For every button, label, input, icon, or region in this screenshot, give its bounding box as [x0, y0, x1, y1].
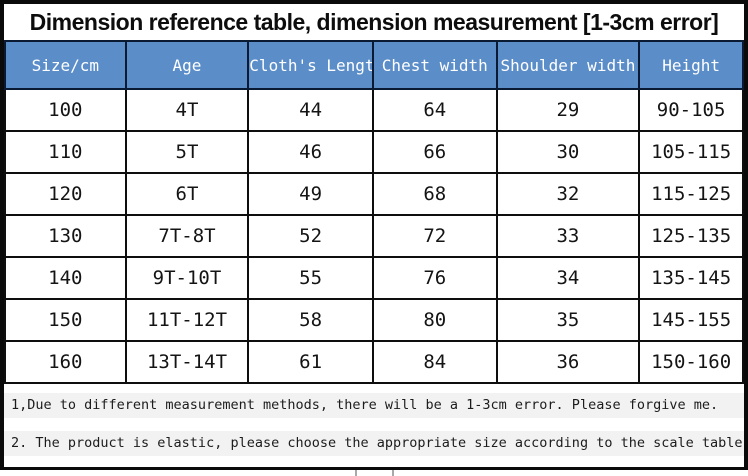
cell-height: 135-145 — [638, 256, 744, 300]
note-elastic-product: 2. The product is elastic, please choose… — [4, 431, 744, 456]
cell-cloth-length: 55 — [247, 256, 374, 300]
cell-size: 150 — [4, 298, 127, 342]
cell-cloth-length: 61 — [247, 340, 374, 384]
table-row: 140 9T-10T 55 76 34 135-145 — [4, 256, 744, 300]
table-row: 100 4T 44 64 29 90-105 — [4, 88, 744, 132]
table-row: 160 13T-14T 61 84 36 150-160 — [4, 340, 744, 384]
cell-size: 130 — [4, 214, 127, 258]
page-title: Dimension reference table, dimension mea… — [29, 8, 719, 35]
table-row: 120 6T 49 68 32 115-125 — [4, 172, 744, 216]
column-header-size: Size/cm — [4, 40, 127, 90]
cell-chest-width: 64 — [371, 88, 498, 132]
header-row: Size/cm Age Cloth's Length Chest width S… — [4, 40, 744, 90]
cell-chest-width: 76 — [371, 256, 498, 300]
note-measurement-error: 1,Due to different measurement methods, … — [4, 393, 744, 418]
table-row: 130 7T-8T 52 72 33 125-135 — [4, 214, 744, 258]
cell-height: 105-115 — [638, 130, 744, 174]
cell-height: 125-135 — [638, 214, 744, 258]
cell-chest-width: 66 — [371, 130, 498, 174]
table-row: 110 5T 46 66 30 105-115 — [4, 130, 744, 174]
cell-age: 9T-10T — [124, 256, 250, 300]
table-body: 100 4T 44 64 29 90-105 110 5T 46 66 30 1… — [4, 88, 744, 384]
cell-size: 110 — [4, 130, 127, 174]
cell-size: 100 — [4, 88, 127, 132]
cell-cloth-length: 44 — [247, 88, 374, 132]
cell-chest-width: 80 — [371, 298, 498, 342]
notes-section: 1,Due to different measurement methods, … — [4, 384, 744, 456]
cell-age: 6T — [124, 172, 250, 216]
cell-cloth-length: 49 — [247, 172, 374, 216]
cell-height: 115-125 — [638, 172, 744, 216]
cell-size: 140 — [4, 256, 127, 300]
cell-shoulder-width: 33 — [495, 214, 641, 258]
cell-cloth-length: 58 — [247, 298, 374, 342]
cell-cloth-length: 46 — [247, 130, 374, 174]
cell-shoulder-width: 30 — [495, 130, 641, 174]
table-row: 150 11T-12T 58 80 35 145-155 — [4, 298, 744, 342]
cell-age: 13T-14T — [124, 340, 250, 384]
cell-chest-width: 72 — [371, 214, 498, 258]
column-header-shoulder-width: Shoulder width — [495, 40, 641, 90]
cell-shoulder-width: 36 — [495, 340, 641, 384]
size-table: Size/cm Age Cloth's Length Chest width S… — [4, 40, 744, 384]
cell-age: 4T — [124, 88, 250, 132]
cell-chest-width: 68 — [371, 172, 498, 216]
cell-height: 145-155 — [638, 298, 744, 342]
crop-mark — [355, 470, 357, 476]
cell-shoulder-width: 29 — [495, 88, 641, 132]
title-band: Dimension reference table, dimension mea… — [4, 4, 744, 40]
cell-cloth-length: 52 — [247, 214, 374, 258]
cell-height: 90-105 — [638, 88, 744, 132]
cell-shoulder-width: 32 — [495, 172, 641, 216]
column-header-chest-width: Chest width — [371, 40, 498, 90]
column-header-height: Height — [638, 40, 744, 90]
column-header-cloth-length: Cloth's Length — [247, 40, 374, 90]
crop-mark — [392, 470, 394, 476]
cell-age: 5T — [124, 130, 250, 174]
cell-age: 11T-12T — [124, 298, 250, 342]
cell-age: 7T-8T — [124, 214, 250, 258]
cell-shoulder-width: 34 — [495, 256, 641, 300]
cell-size: 120 — [4, 172, 127, 216]
cell-chest-width: 84 — [371, 340, 498, 384]
cell-size: 160 — [4, 340, 127, 384]
cell-height: 150-160 — [638, 340, 744, 384]
column-header-age: Age — [124, 40, 250, 90]
table-header: Size/cm Age Cloth's Length Chest width S… — [4, 40, 744, 90]
cell-shoulder-width: 35 — [495, 298, 641, 342]
